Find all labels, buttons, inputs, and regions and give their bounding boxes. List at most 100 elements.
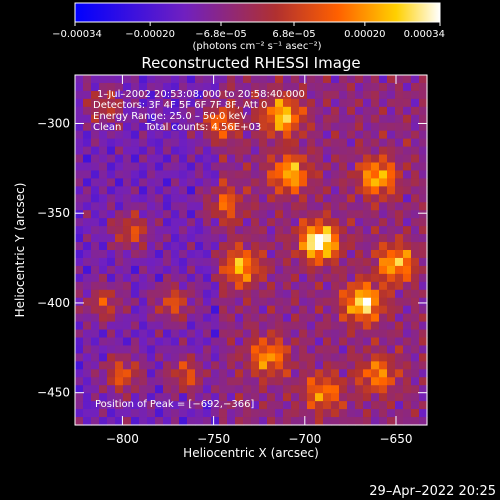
heatmap-cell (315, 90, 324, 100)
heatmap-cell (363, 98, 372, 108)
heatmap-cell (403, 218, 412, 227)
heatmap-cell (227, 210, 236, 219)
heatmap-cell (99, 154, 108, 164)
heatmap-cell (323, 186, 332, 195)
heatmap-cell (275, 297, 284, 307)
heatmap-cell (419, 218, 428, 227)
heatmap-cell (147, 75, 156, 84)
heatmap-cell (203, 393, 212, 402)
heatmap-cell (99, 369, 108, 378)
heatmap-cell (387, 313, 396, 323)
heatmap-cell (195, 409, 204, 418)
heatmap-cell (99, 242, 108, 251)
heatmap-cell (155, 281, 164, 291)
heatmap-cell (235, 234, 244, 243)
heatmap-cell (371, 337, 380, 347)
heatmap-cell (379, 265, 388, 275)
heatmap-cell (75, 313, 84, 323)
heatmap-cell (235, 369, 244, 378)
heatmap-cell (419, 361, 428, 370)
heatmap-cell (299, 281, 308, 291)
heatmap-cell (379, 154, 388, 164)
heatmap-cell (123, 146, 132, 156)
heatmap-cell (147, 154, 156, 164)
heatmap-cell (83, 226, 92, 235)
heatmap-cell (355, 114, 364, 124)
heatmap-cell (347, 409, 356, 418)
heatmap-cell (339, 337, 348, 347)
heatmap-cell (379, 353, 388, 362)
heatmap-cell (227, 305, 236, 315)
heatmap-cell (387, 210, 396, 219)
heatmap-cell (107, 289, 116, 299)
heatmap-cell (275, 345, 284, 354)
heatmap-cell (211, 194, 220, 203)
heatmap-cell (275, 385, 284, 394)
heatmap-cell (235, 377, 244, 386)
heatmap-cell (75, 345, 84, 354)
heatmap-cell (235, 75, 244, 84)
heatmap-cell (299, 226, 308, 235)
heatmap-cell (131, 242, 140, 251)
heatmap-cell (147, 345, 156, 354)
heatmap-cell (419, 186, 428, 195)
heatmap-cell (379, 146, 388, 156)
heatmap-cell (147, 186, 156, 195)
heatmap-cell (187, 361, 196, 370)
heatmap-cell (379, 385, 388, 394)
heatmap-cell (347, 353, 356, 362)
heatmap-cell (187, 218, 196, 227)
heatmap-cell (379, 297, 388, 307)
heatmap-cell (115, 353, 124, 362)
heatmap-cell (355, 202, 364, 211)
heatmap-cell (299, 401, 308, 410)
heatmap-cell (259, 345, 268, 354)
heatmap-cell (323, 226, 332, 235)
heatmap-cell (139, 401, 148, 410)
heatmap-cell (243, 353, 252, 362)
heatmap-cell (115, 106, 124, 116)
heatmap-cell (251, 170, 260, 179)
heatmap-cell (139, 337, 148, 347)
heatmap-cell (251, 90, 260, 100)
heatmap-cell (75, 377, 84, 386)
heatmap-cell (227, 242, 236, 251)
heatmap-cell (91, 321, 100, 331)
heatmap-cell (259, 297, 268, 307)
heatmap-cell (291, 385, 300, 394)
heatmap-cell (283, 106, 292, 116)
heatmap-cell (363, 146, 372, 156)
heatmap-cell (147, 297, 156, 307)
heatmap-cell (307, 289, 316, 299)
heatmap-cell (291, 281, 300, 291)
heatmap-cell (107, 281, 116, 291)
heatmap-cell (171, 194, 180, 203)
heatmap-cell (339, 194, 348, 203)
heatmap-cell (235, 162, 244, 172)
heatmap-cell (147, 273, 156, 283)
heatmap-cell (307, 186, 316, 195)
heatmap-cell (139, 90, 148, 100)
heatmap-cell (275, 393, 284, 402)
heatmap-cell (275, 273, 284, 283)
heatmap-cell (171, 297, 180, 307)
heatmap-cell (179, 210, 188, 219)
heatmap-cell (123, 202, 132, 211)
heatmap-cell (259, 146, 268, 156)
heatmap-cell (179, 194, 188, 203)
heatmap-cell (163, 377, 172, 386)
heatmap-cell (299, 393, 308, 402)
heatmap-cell (163, 321, 172, 331)
heatmap-cell (91, 106, 100, 116)
heatmap-cell (147, 194, 156, 203)
heatmap-cell (395, 337, 404, 347)
heatmap-cell (147, 377, 156, 386)
heatmap-cell (163, 186, 172, 195)
heatmap-cell (211, 98, 220, 108)
heatmap-cell (419, 273, 428, 283)
heatmap-cell (171, 90, 180, 100)
heatmap-cell (411, 305, 420, 315)
heatmap-cell (299, 146, 308, 156)
heatmap-cell (83, 273, 92, 283)
heatmap-cell (115, 409, 124, 418)
